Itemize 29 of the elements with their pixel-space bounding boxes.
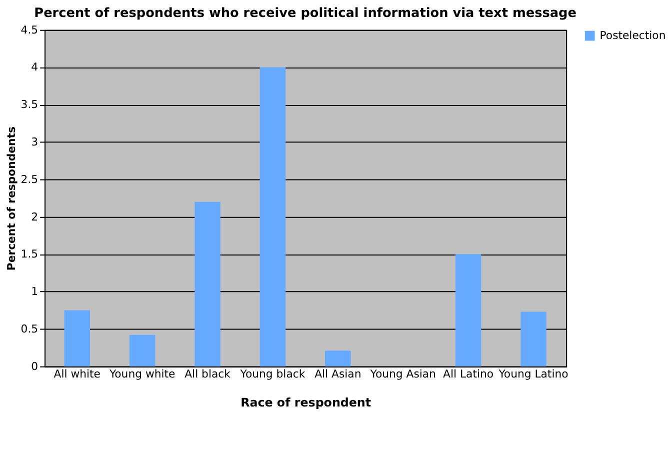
y-tick-label: 0	[31, 360, 38, 373]
y-tick-label: 2	[31, 210, 38, 224]
x-tick-label: All black	[184, 368, 232, 381]
x-tick-label: Young Asian	[369, 368, 436, 381]
bar	[129, 334, 156, 366]
x-tick-label: Young black	[239, 368, 306, 381]
y-tick-label: 4	[31, 60, 38, 74]
x-tick-label: Young white	[108, 368, 176, 381]
y-tick-label: 3	[31, 135, 38, 148]
legend-label: Postelection	[600, 28, 666, 42]
bar	[325, 350, 351, 366]
x-axis-title: Race of respondent	[240, 395, 372, 410]
y-tick-label: 4.5	[20, 23, 38, 36]
y-tick-label: 1	[31, 285, 38, 298]
x-tick-label: All white	[54, 368, 101, 381]
x-tick-label: All Latino	[443, 368, 494, 381]
y-tick-label: 1.5	[20, 248, 38, 261]
bar	[455, 254, 482, 366]
y-tick-label: 3.5	[20, 98, 38, 112]
bar	[260, 67, 286, 366]
chart-title: Percent of respondents who receive political information via text message	[34, 6, 577, 21]
bar	[520, 312, 546, 366]
y-tick-label: 0.5	[20, 322, 38, 336]
y-axis-title: Percent of respondents	[4, 126, 18, 271]
x-tick-label: All Asian	[314, 368, 362, 381]
bar	[194, 202, 220, 366]
bar	[64, 310, 90, 366]
y-tick-label: 2.5	[20, 172, 38, 186]
x-tick-label: Young Latino	[498, 368, 569, 381]
